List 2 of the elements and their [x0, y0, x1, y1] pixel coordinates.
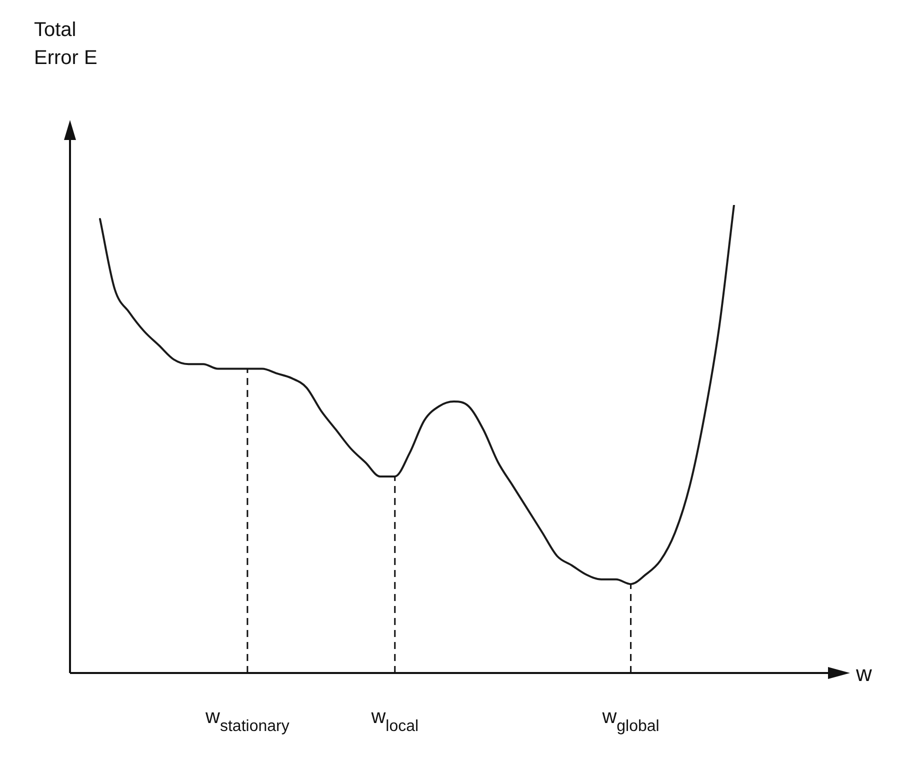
- text: Total Error E: [34, 19, 98, 69]
- text: w: [855, 661, 872, 686]
